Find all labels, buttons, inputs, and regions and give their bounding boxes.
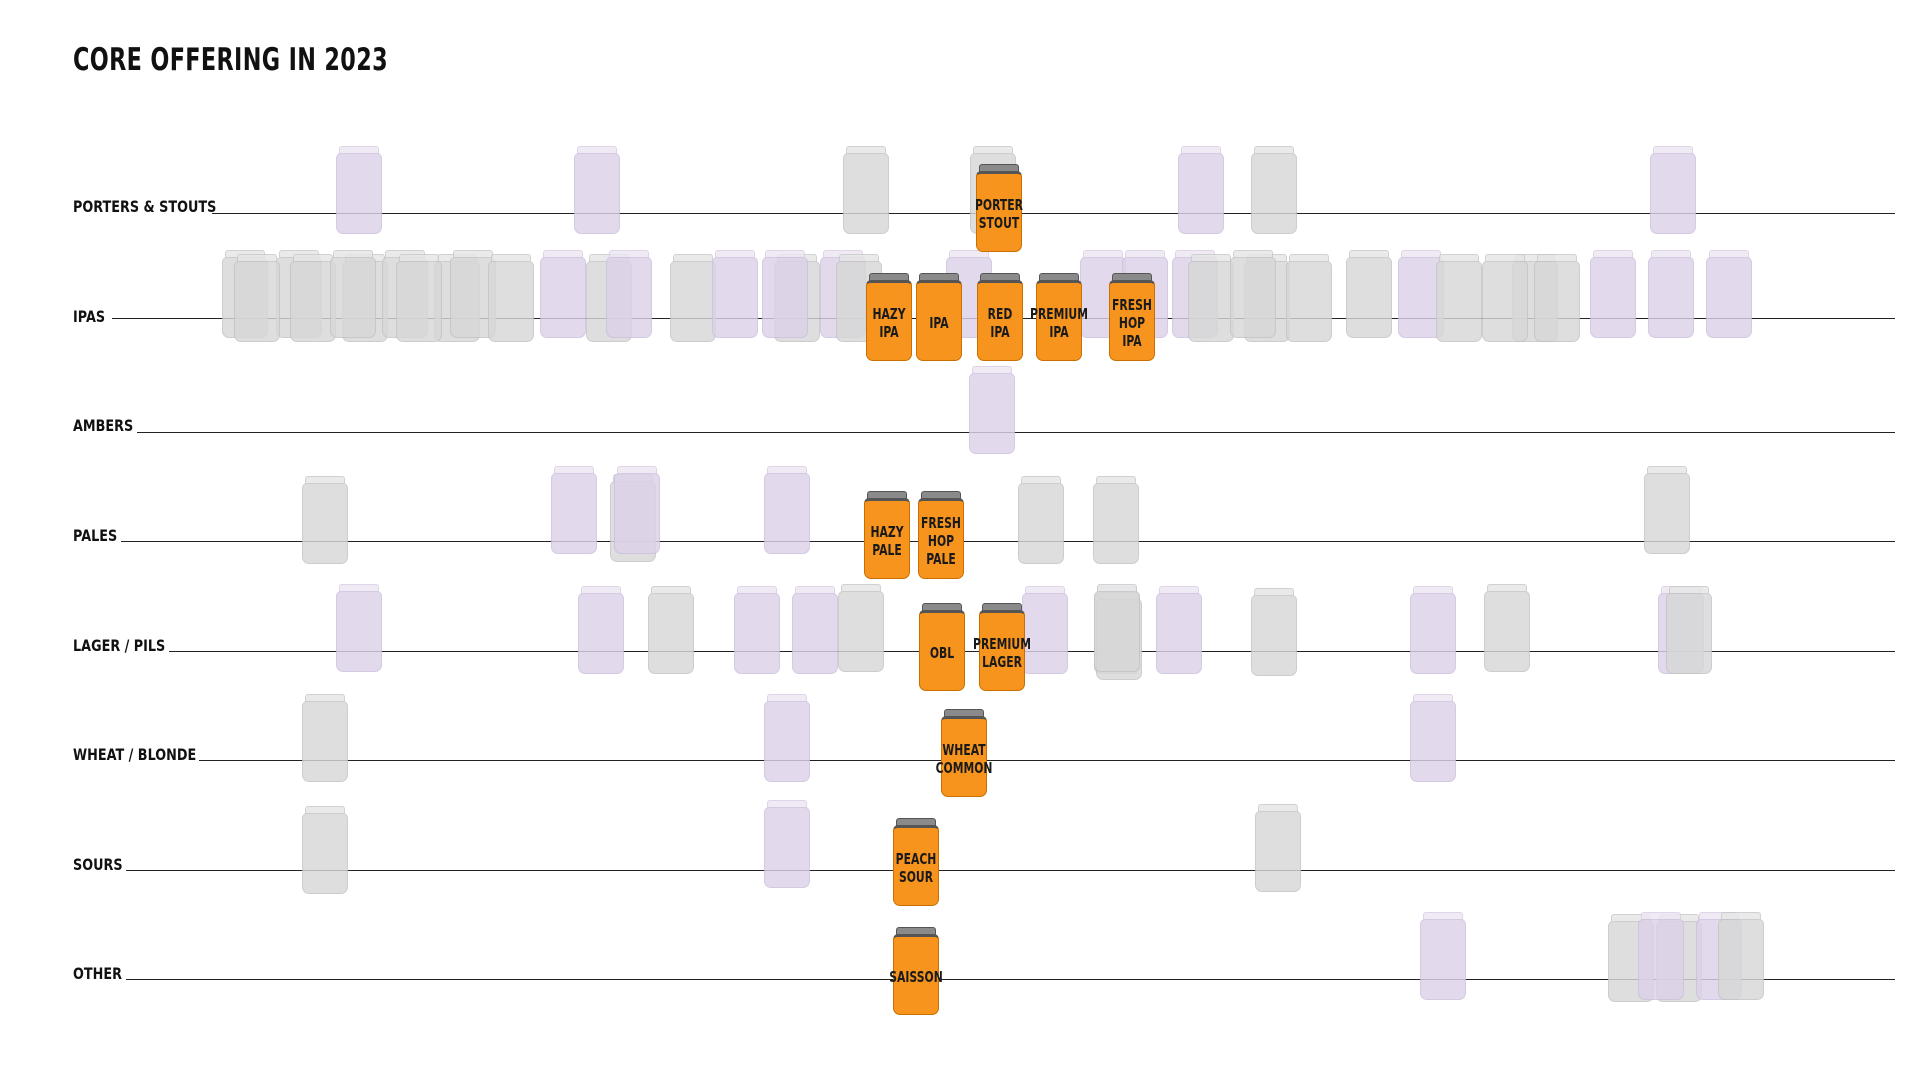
row-label-other: OTHER xyxy=(73,964,122,983)
background-can xyxy=(762,250,808,338)
background-can xyxy=(1251,146,1297,234)
background-can xyxy=(1251,588,1297,676)
core-can-peach-sour: PEACH SOUR xyxy=(893,818,939,906)
row-label-ambers: AMBERS xyxy=(73,416,134,435)
background-can xyxy=(1178,146,1224,234)
core-can-red-ipa: RED IPA xyxy=(977,273,1023,361)
background-can xyxy=(578,586,624,674)
core-can-label: WHEAT COMMON xyxy=(935,741,993,777)
background-can xyxy=(1706,250,1752,338)
core-can-label: FRESH HOP PALE xyxy=(921,514,961,568)
row-line-porters-stouts xyxy=(212,213,1895,214)
row-line-wheat-blonde xyxy=(199,760,1895,761)
background-can xyxy=(540,250,586,338)
core-can-wheat-common: WHEAT COMMON xyxy=(935,709,993,797)
background-can xyxy=(843,146,889,234)
background-can xyxy=(1648,250,1694,338)
core-can-label: PREMIUM IPA xyxy=(1030,305,1088,341)
core-can-premium-lager: PREMIUM LAGER xyxy=(973,603,1031,691)
background-can xyxy=(1650,146,1696,234)
core-can-saisson: SAISSON xyxy=(889,927,943,1015)
row-label-pales: PALES xyxy=(73,526,118,545)
background-can xyxy=(1230,250,1276,338)
background-can xyxy=(764,466,810,554)
core-can-hazy-pale: HAZY PALE xyxy=(864,491,910,579)
background-can xyxy=(302,694,348,782)
background-can xyxy=(606,250,652,338)
background-can xyxy=(1638,912,1684,1000)
background-can xyxy=(1410,694,1456,782)
row-label-sours: SOURS xyxy=(73,855,123,874)
background-can xyxy=(1093,476,1139,564)
background-can xyxy=(1410,586,1456,674)
page-title: CORE OFFERING IN 2023 xyxy=(73,42,388,78)
background-can xyxy=(712,250,758,338)
background-can xyxy=(1590,250,1636,338)
row-label-wheat-blonde: WHEAT / BLONDE xyxy=(73,745,197,764)
background-can xyxy=(969,366,1015,454)
core-can-porter-stout: PORTER STOUT xyxy=(975,164,1023,252)
background-can xyxy=(396,254,442,342)
background-can xyxy=(764,694,810,782)
background-can xyxy=(838,584,884,672)
background-can xyxy=(302,476,348,564)
core-can-premium-ipa: PREMIUM IPA xyxy=(1030,273,1088,361)
background-can xyxy=(488,254,534,342)
background-can xyxy=(1018,476,1064,564)
background-can xyxy=(1718,912,1764,1000)
background-can xyxy=(330,250,376,338)
background-can xyxy=(1094,584,1140,672)
background-can xyxy=(764,800,810,888)
core-can-hazy-ipa: HAZY IPA xyxy=(866,273,912,361)
core-can-label: PREMIUM LAGER xyxy=(973,635,1031,671)
core-can-fresh-hop-pale: FRESH HOP PALE xyxy=(918,491,964,579)
core-can-label: RED IPA xyxy=(987,305,1013,341)
background-can xyxy=(336,146,382,234)
background-can xyxy=(1022,586,1068,674)
background-can xyxy=(648,586,694,674)
core-can-label: PEACH SOUR xyxy=(895,850,937,886)
background-can xyxy=(792,586,838,674)
core-can-label: PORTER STOUT xyxy=(975,196,1023,232)
background-can xyxy=(1534,254,1580,342)
background-can xyxy=(1482,254,1528,342)
core-can-label: HAZY PALE xyxy=(870,523,904,559)
core-can-label: OBL xyxy=(929,644,955,662)
background-can xyxy=(734,586,780,674)
row-label-porters-stouts: PORTERS & STOUTS xyxy=(73,197,217,216)
row-label-ipas: IPAS xyxy=(73,307,106,326)
core-can-fresh-hop-ipa: FRESH HOP IPA xyxy=(1109,273,1155,361)
core-can-label: IPA xyxy=(929,314,949,332)
background-can xyxy=(670,254,716,342)
background-can xyxy=(1286,254,1332,342)
background-can xyxy=(1666,586,1712,674)
background-can xyxy=(1255,804,1301,892)
background-can xyxy=(1346,250,1392,338)
background-can xyxy=(290,254,336,342)
background-can xyxy=(336,584,382,672)
background-can xyxy=(551,466,597,554)
background-can xyxy=(614,466,660,554)
core-can-label: SAISSON xyxy=(889,968,943,986)
background-can xyxy=(302,806,348,894)
row-line-ambers xyxy=(137,432,1895,433)
row-line-sours xyxy=(126,870,1895,871)
background-can xyxy=(1156,586,1202,674)
background-can xyxy=(1644,466,1690,554)
core-can-ipa: IPA xyxy=(916,273,962,361)
row-line-other xyxy=(126,979,1895,980)
background-can xyxy=(1188,254,1234,342)
background-can xyxy=(1436,254,1482,342)
background-can xyxy=(574,146,620,234)
core-can-label: HAZY IPA xyxy=(872,305,906,341)
row-line-pales xyxy=(121,541,1895,542)
background-can xyxy=(1420,912,1466,1000)
core-can-label: FRESH HOP IPA xyxy=(1112,296,1152,350)
background-can xyxy=(234,254,280,342)
row-label-lager-pils: LAGER / PILS xyxy=(73,636,166,655)
background-can xyxy=(1484,584,1530,672)
core-can-obl: OBL xyxy=(919,603,965,691)
